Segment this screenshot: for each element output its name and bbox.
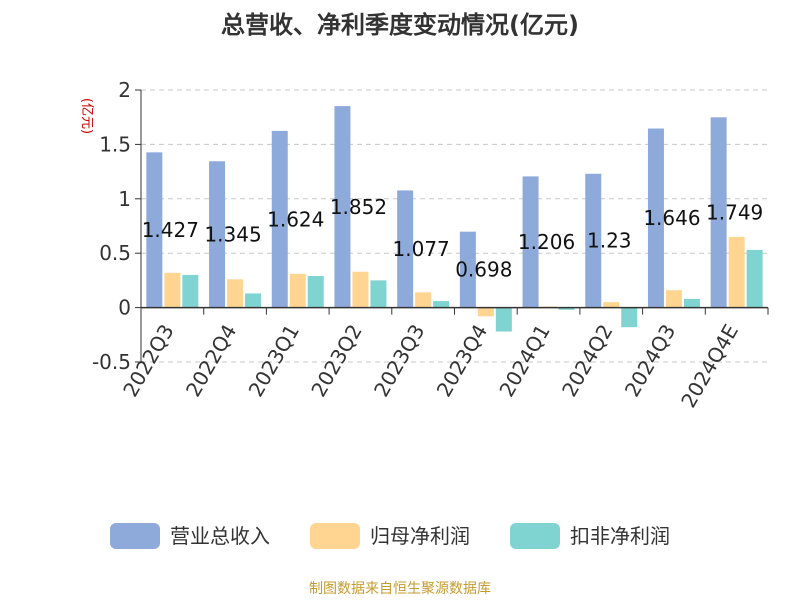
bar-deducted-net-profit — [245, 293, 262, 308]
bar-net-profit — [728, 236, 745, 308]
x-tick-label: 2022Q4 — [181, 320, 241, 401]
bar-deducted-net-profit — [495, 307, 512, 332]
data-label: 0.698 — [455, 258, 512, 282]
data-label: 1.23 — [587, 229, 632, 253]
bars — [146, 106, 763, 332]
bar-net-profit — [227, 279, 244, 308]
x-tick-label: 2024Q4E — [676, 320, 743, 412]
y-tick-label: 2 — [118, 78, 131, 102]
source-note: 制图数据来自恒生聚源数据库 — [309, 581, 491, 597]
legend-item-revenue[interactable]: 营业总收入 — [110, 523, 270, 549]
bar-deducted-net-profit — [433, 301, 450, 308]
x-tick-label: 2023Q4 — [432, 320, 492, 401]
y-axis-unit-label: (亿元) — [79, 98, 94, 134]
axes — [135, 89, 769, 363]
data-label: 1.749 — [706, 200, 763, 224]
bar-revenue — [647, 128, 664, 308]
bar-net-profit — [603, 302, 620, 308]
data-label: 1.206 — [518, 230, 575, 254]
legend-label: 扣非净利润 — [570, 524, 670, 548]
x-tick-label: 2023Q3 — [369, 320, 429, 401]
bar-net-profit — [665, 290, 682, 308]
legend-swatch — [110, 523, 160, 549]
bar-deducted-net-profit — [621, 307, 638, 328]
y-tick-label: 1.5 — [99, 132, 131, 156]
bar-deducted-net-profit — [182, 274, 199, 308]
bar-revenue — [209, 161, 226, 308]
bar-net-profit — [164, 272, 181, 308]
data-label: 1.646 — [643, 206, 700, 230]
y-tick-label: -0.5 — [92, 350, 131, 374]
x-tick-labels: 2022Q3 2022Q4 2023Q1 2023Q2 2023Q3 2023Q4 2024… — [118, 320, 743, 412]
x-tick-label: 2023Q1 — [244, 320, 304, 401]
bar-deducted-net-profit — [683, 298, 700, 308]
bar-revenue — [459, 231, 476, 308]
legend-label: 归母净利润 — [370, 524, 470, 548]
bar-revenue — [397, 190, 414, 308]
bar-net-profit — [352, 271, 369, 308]
bar-revenue — [146, 152, 163, 308]
bar-revenue — [271, 130, 288, 308]
data-label: 1.852 — [330, 195, 387, 219]
bar-net-profit — [289, 273, 306, 308]
data-label: 1.345 — [204, 222, 261, 246]
x-tick-label: 2024Q1 — [494, 320, 554, 401]
x-tick-label: 2024Q2 — [557, 320, 617, 401]
x-tick-label: 2023Q2 — [306, 320, 366, 401]
y-tick-label: 1 — [118, 187, 131, 211]
bar-revenue — [522, 176, 539, 308]
legend-item-deducted-net-profit[interactable]: 扣非净利润 — [510, 523, 670, 549]
bar-deducted-net-profit — [558, 307, 575, 310]
bar-deducted-net-profit — [370, 280, 387, 308]
bar-net-profit — [415, 292, 432, 308]
legend-label: 营业总收入 — [170, 524, 270, 548]
y-tick-labels: 2 1.5 1 0.5 0 -0.5 — [92, 78, 131, 374]
bar-net-profit — [477, 307, 494, 317]
chart-title: 总营收、净利季度变动情况(亿元) — [221, 11, 579, 39]
bar-deducted-net-profit — [746, 249, 763, 308]
data-label: 1.624 — [267, 207, 324, 231]
y-tick-label: 0 — [118, 296, 131, 320]
legend-item-net-profit[interactable]: 归母净利润 — [310, 523, 470, 549]
bar-revenue — [585, 173, 602, 308]
bar-deducted-net-profit — [307, 276, 324, 308]
legend[interactable]: 营业总收入 归母净利润 扣非净利润 — [110, 523, 670, 549]
legend-swatch — [310, 523, 360, 549]
bar-revenue — [334, 106, 351, 308]
data-label: 1.427 — [142, 218, 199, 242]
data-label: 1.077 — [393, 237, 450, 261]
bar-revenue — [710, 117, 727, 308]
legend-swatch — [510, 523, 560, 549]
x-tick-label: 2024Q3 — [620, 320, 680, 401]
y-tick-label: 0.5 — [99, 241, 131, 265]
